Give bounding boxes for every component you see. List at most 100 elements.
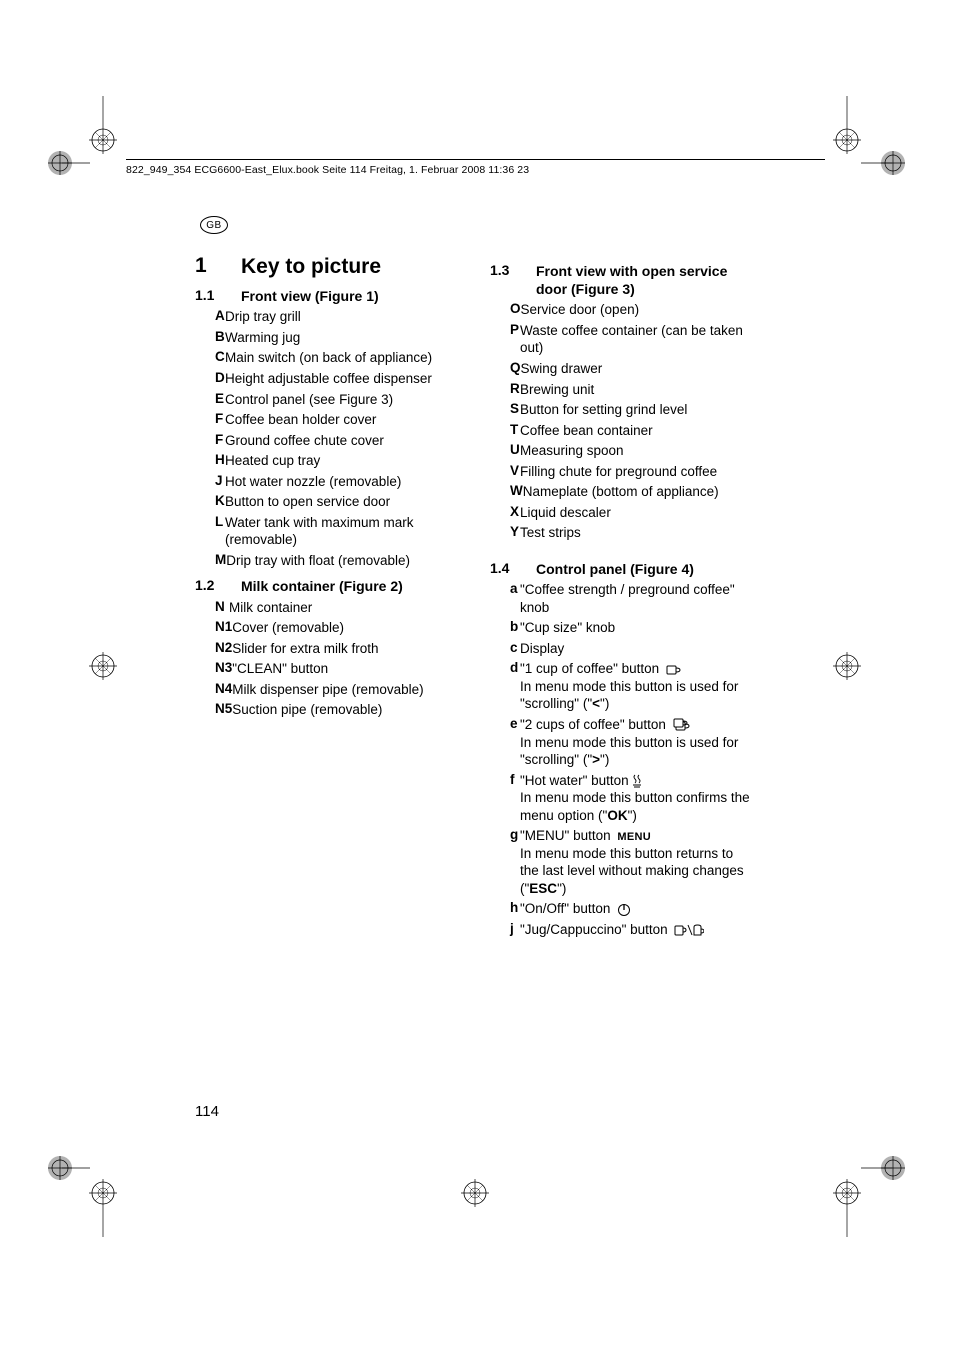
item-text: Coffee bean holder cover [225,411,380,429]
list-item: b"Cup size" knob [490,619,755,637]
section-title: Key to picture [241,254,381,279]
item-label: j [490,921,520,939]
language-badge: GB [200,216,228,234]
item-label: N [195,599,229,617]
item-text: Display [520,640,568,658]
item-text: "2 cups of coffee" button In menu mode t… [520,716,755,769]
item-text: "Hot water" buttonIn menu mode this butt… [520,772,755,825]
item-text: "On/Off" button [520,900,635,918]
list-item: JHot water nozzle (removable) [195,473,460,491]
item-label: e [490,716,520,769]
item-label: A [195,308,225,326]
item-text: Nameplate (bottom of appliance) [523,483,723,501]
item-label: f [490,772,520,825]
list-item: cDisplay [490,640,755,658]
list-item: BWarming jug [195,329,460,347]
item-text: Brewing unit [520,381,598,399]
item-text: Coffee bean container [520,422,657,440]
item-text: Slider for extra milk froth [232,640,382,658]
item-text: "MENU" button MENUIn menu mode this butt… [520,827,755,897]
item-label: M [195,552,226,570]
list-item: N3"CLEAN" button [195,660,460,678]
item-label: X [490,504,520,522]
item-label: b [490,619,520,637]
list-item: j"Jug/Cappuccino" button [490,921,755,939]
item-label: c [490,640,520,658]
item-label: E [195,391,225,409]
list-item: e"2 cups of coffee" button In menu mode … [490,716,755,769]
list-item: LWater tank with maximum mark (removable… [195,514,460,549]
item-label: g [490,827,520,897]
item-text: Milk dispenser pipe (removable) [232,681,427,699]
list-item: N1Cover (removable) [195,619,460,637]
item-label: a [490,581,520,616]
list-item: VFilling chute for preground coffee [490,463,755,481]
subsection-number: 1.3 [490,262,536,298]
item-text: Drip tray with float (removable) [226,552,414,570]
item-text: Water tank with maximum mark (removable) [225,514,460,549]
item-label: Q [490,360,521,378]
item-label: Y [490,524,520,542]
list-item: DHeight adjustable coffee dispenser [195,370,460,388]
item-label: D [195,370,225,388]
header-rule [126,159,825,160]
item-text: Drip tray grill [225,308,305,326]
list-item: TCoffee bean container [490,422,755,440]
subsection-number: 1.2 [195,577,241,595]
item-text: Waste coffee container (can be taken out… [520,322,755,357]
item-label: B [195,329,225,347]
item-text: Button for setting grind level [520,401,691,419]
right-column: 1.3Front view with open service door (Fi… [490,254,755,939]
item-text: "Cup size" knob [520,619,619,637]
page-number: 114 [195,1103,219,1120]
list-item: PWaste coffee container (can be taken ou… [490,322,755,357]
item-text: Ground coffee chute cover [225,432,388,450]
subsection-title: Milk container (Figure 2) [241,577,403,595]
list-item: NMilk container [195,599,460,617]
item-label: d [490,660,520,713]
item-text: "CLEAN" button [232,660,332,678]
subsection-title: Front view (Figure 1) [241,287,379,305]
list-item: OService door (open) [490,301,755,319]
item-label: R [490,381,520,399]
content: 1 Key to picture 1.1Front view (Figure 1… [195,254,755,939]
item-label: N4 [195,681,232,699]
item-text: "Jug/Cappuccino" button [520,921,708,939]
item-label: N5 [195,701,232,719]
item-text: Main switch (on back of appliance) [225,349,436,367]
item-text: Milk container [229,599,316,617]
item-label: L [195,514,225,549]
item-text: Height adjustable coffee dispenser [225,370,436,388]
item-text: "1 cup of coffee" button In menu mode th… [520,660,755,713]
item-label: W [490,483,523,501]
subsection-number: 1.1 [195,287,241,305]
subsection-number: 1.4 [490,560,536,578]
item-text: Service door (open) [521,301,644,319]
list-item: FCoffee bean holder cover [195,411,460,429]
list-item: SButton for setting grind level [490,401,755,419]
item-text: Cover (removable) [232,619,348,637]
list-item: h"On/Off" button [490,900,755,918]
item-label: H [195,452,225,470]
item-label: J [195,473,225,491]
item-label: K [195,493,225,511]
item-label: F [195,432,225,450]
list-item: MDrip tray with float (removable) [195,552,460,570]
list-item: RBrewing unit [490,381,755,399]
item-label: F [195,411,225,429]
list-item: f"Hot water" buttonIn menu mode this but… [490,772,755,825]
item-label: h [490,900,520,918]
list-item: XLiquid descaler [490,504,755,522]
list-item: WNameplate (bottom of appliance) [490,483,755,501]
list-item: g"MENU" button MENUIn menu mode this but… [490,827,755,897]
left-column: 1 Key to picture 1.1Front view (Figure 1… [195,254,460,939]
list-item: d"1 cup of coffee" button In menu mode t… [490,660,755,713]
item-label: N3 [195,660,232,678]
list-item: FGround coffee chute cover [195,432,460,450]
list-item: N5Suction pipe (removable) [195,701,460,719]
list-item: N4Milk dispenser pipe (removable) [195,681,460,699]
item-text: Control panel (see Figure 3) [225,391,397,409]
list-item: YTest strips [490,524,755,542]
item-text: Button to open service door [225,493,394,511]
list-item: ADrip tray grill [195,308,460,326]
